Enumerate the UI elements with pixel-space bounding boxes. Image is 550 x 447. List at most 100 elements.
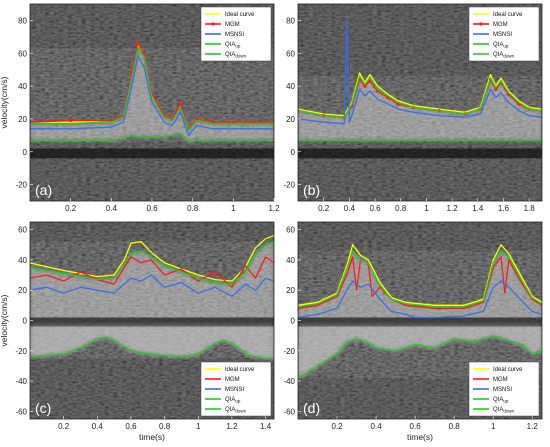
y-tick-label: 40 [286,256,295,265]
data-point [252,120,256,124]
panel-label: (d) [303,400,320,416]
y-tick-label: -20 [15,181,27,190]
y-axis-label: velocity(cm/s) [0,294,9,346]
series-line-mgm [298,256,542,310]
series-line-ideal-curve [30,234,274,282]
panel-b: 0.2 0.4 0.6 0.8 1 1.2 1.4 1.6 1.8 -20 0 20 40 60 80 (b)… [283,3,543,213]
spectrogram-background [298,4,542,201]
legend-entry-label: Ideal curve [493,12,523,18]
panel-c: 0.2 0.4 0.6 0.8 1 1.2 1.4 -60 -40 -20 0 20 40 60 veloc… [0,221,275,442]
y-tick-label: -20 [15,347,27,356]
legend-entry-label: QIAdown [225,52,247,59]
x-tick-label: 0.4 [106,204,118,213]
legend-entry-label: MGM [225,377,240,383]
x-tick-label: 0.2 [331,422,343,431]
legend-entry-label: QIAup [493,397,509,404]
mirror-band [298,325,542,379]
panel-d: 0.2 0.4 0.6 0.8 1 1.2 -60 -40 -20 0 20 40 60 time(s) (… [283,221,543,442]
y-tick-label: 60 [18,49,27,58]
series-lines [30,234,274,360]
legend: Ideal curve MGM MSNSI QIAup QIAdown [468,361,540,417]
y-tick-label: 80 [18,16,27,25]
series-line-mgm [30,256,274,288]
data-point [69,118,73,123]
x-tick-label: 0.8 [187,204,199,213]
data-point [195,117,199,121]
y-tick-label: 80 [286,16,295,25]
x-tick-label: 0.2 [318,204,330,213]
legend: Ideal curve MGM MSNSI QIAup QIAdown [200,6,272,62]
legend-entry-label: QIAup [225,42,241,49]
legend-marker [479,22,483,26]
x-axis-label: time(s) [139,432,165,442]
x-tick-label: 1.8 [524,204,536,213]
y-tick-label: 0 [23,317,28,326]
series-line-qia-down [298,335,542,379]
legend-entry-label: QIAdown [225,407,247,414]
zero-band [30,148,274,159]
series-line-msnsi [298,280,542,319]
legend-entry-label: MSNSI [493,32,512,38]
legend-entry-label: MSNSI [225,32,244,38]
x-tick-label: 0.6 [410,422,422,431]
panel-label: (a) [35,182,52,198]
legend-marker [211,22,215,26]
x-tick-label: 1.4 [472,204,484,213]
legend-entry-label: Ideal curve [225,12,255,18]
zero-band [298,148,542,159]
data-point [494,87,498,91]
x-tick-label: 1.2 [226,422,238,431]
spectrogram-background [30,222,274,419]
series-lines [298,244,542,379]
series-lines [30,41,274,143]
series-line-qia-down [30,336,274,360]
y-tick-label: 20 [286,115,295,124]
y-tick-label: -60 [283,407,295,416]
panel-label: (b) [303,182,320,198]
legend-entry-label: QIAdown [493,407,515,414]
legend-entry-label: MGM [225,22,240,28]
y-tick-label: 40 [286,82,295,91]
data-point [363,84,367,88]
y-tick-label: 40 [18,256,27,265]
legend-entry-label: MGM [493,377,508,383]
y-axis-label: velocity(cm/s) [0,76,9,128]
x-tick-label: 0.8 [395,204,407,213]
series-line-qia-down [30,133,274,143]
y-tick-label: -40 [283,377,295,386]
flow-band-texture [30,48,274,142]
legend-entry-label: MGM [493,22,508,28]
y-tick-label: 0 [291,148,296,157]
y-tick-label: 20 [286,286,295,295]
x-tick-label: 0.6 [146,204,158,213]
x-tick-label: 1 [196,422,201,431]
data-point [178,102,183,106]
series-line-qia-up [298,250,542,308]
panel-a: 0.2 0.4 0.6 0.8 1 1.2 -20 0 20 40 60 80 velocity(cm/… [0,3,280,213]
x-axis-label: time(s) [407,432,433,442]
x-tick-label: 0.6 [369,204,381,213]
x-tick-label: 1.2 [268,204,280,213]
series-line-qia-up [298,75,542,118]
x-tick-label: 0.2 [58,422,70,431]
data-point [142,51,146,55]
y-tick-label: 0 [23,148,28,157]
x-tick-label: 0.4 [344,204,356,213]
x-tick-label: 0.4 [371,422,383,431]
y-tick-label: 0 [291,317,296,326]
x-tick-label: 1.4 [260,422,272,431]
y-tick-label: -40 [15,377,27,386]
panel-label: (c) [35,400,51,416]
x-tick-label: 1.2 [447,204,459,213]
series-line-ideal-curve [298,244,542,306]
series-line-qia-up [30,241,274,285]
data-point [231,120,235,124]
y-tick-label: 60 [18,226,27,235]
x-tick-label: 1 [424,204,429,213]
legend-entry-label: MSNSI [493,387,512,393]
series-line-qia-up [30,47,274,132]
series-line-msnsi [298,19,542,125]
y-tick-label: 20 [18,115,27,124]
plot-frame [297,3,543,202]
